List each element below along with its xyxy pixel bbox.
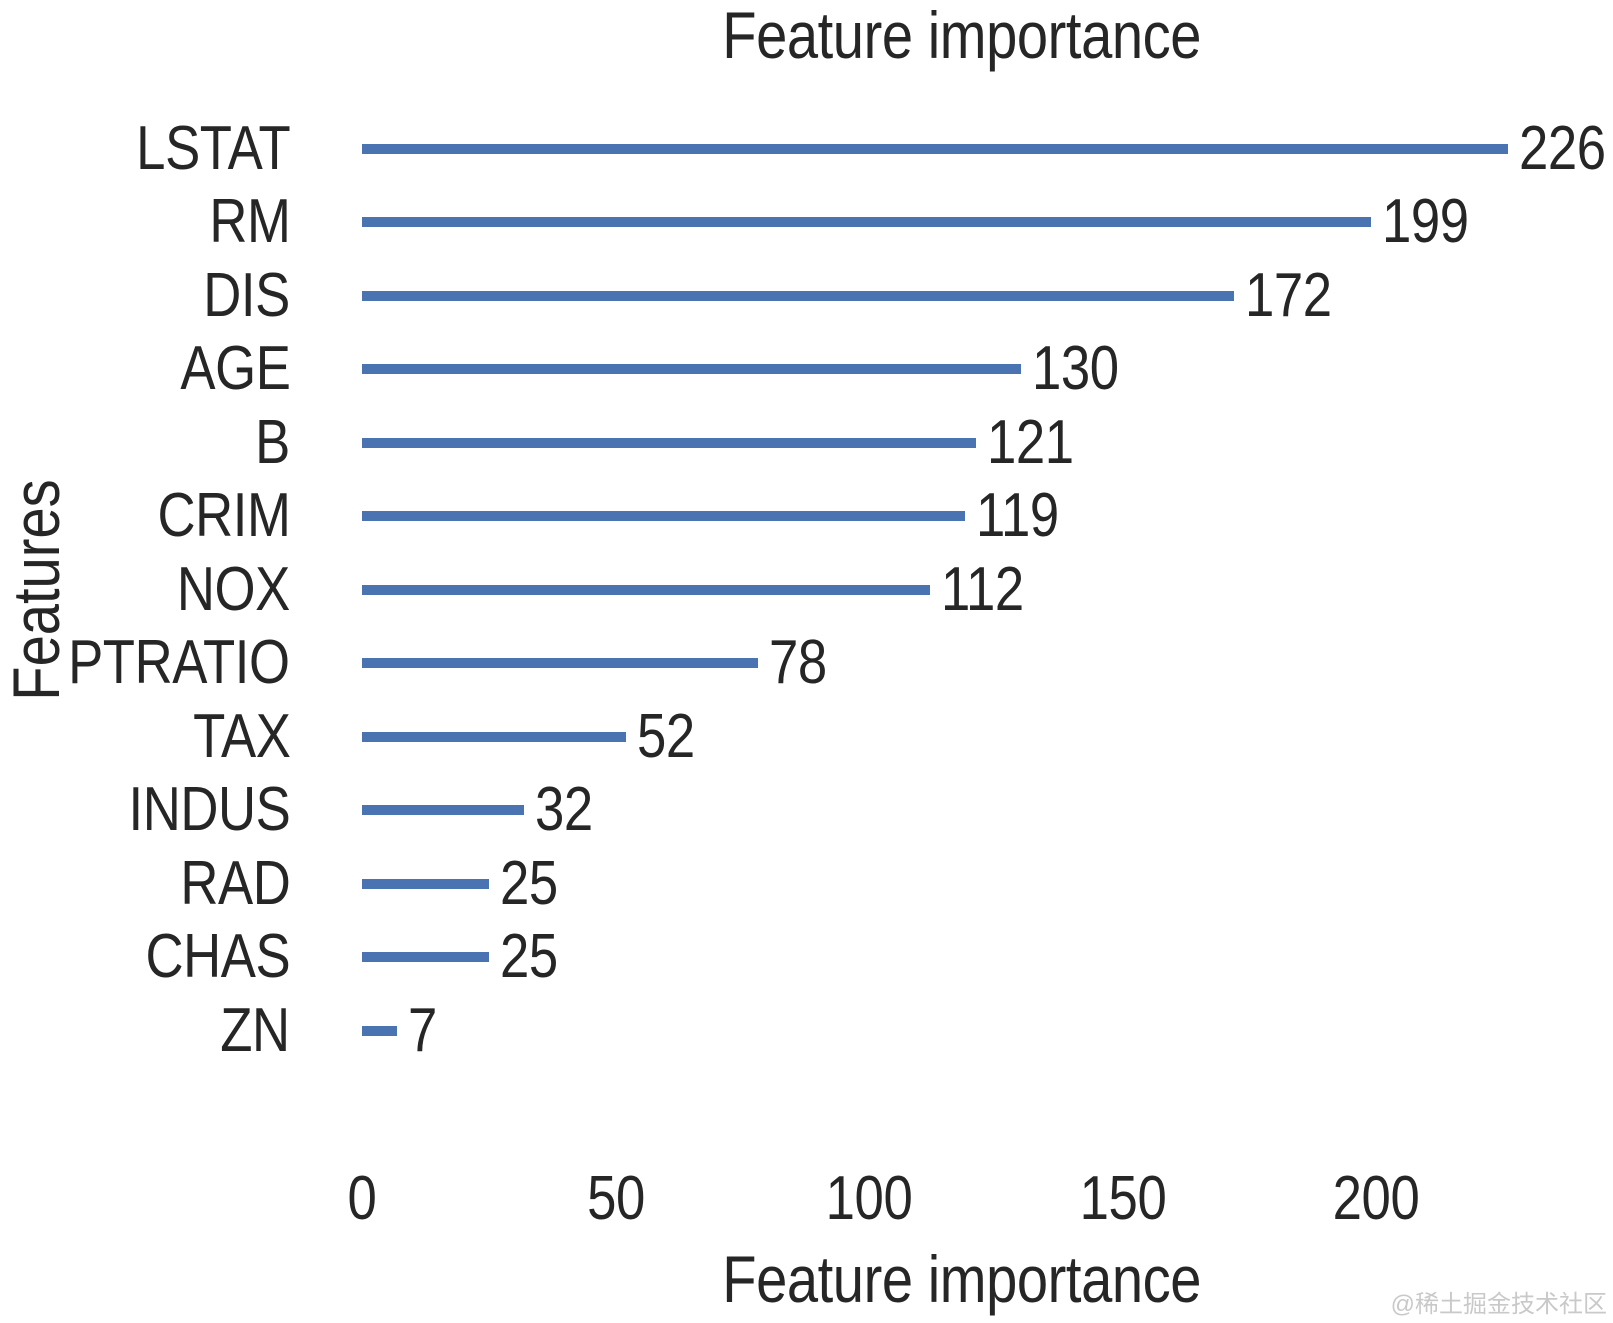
bar-row: RM 199 [0,186,1613,260]
value-label-text: 25 [499,922,558,992]
category-label-text: AGE [179,334,290,404]
value-label: 32 [535,779,603,841]
bar [362,584,930,595]
x-tick-label-text: 100 [825,1164,913,1233]
value-label: 112 [940,554,1038,624]
category-label: RM [0,187,291,257]
value-label: 172 [1245,260,1347,330]
value-label: 199 [1382,191,1484,253]
value-label: 119 [976,485,1073,547]
category-label-text: INDUS [128,775,290,845]
bar-row: TAX 52 [0,700,1613,774]
value-label: 78 [769,632,837,694]
x-tick-label: 0 [345,1168,379,1230]
value-label-text: 172 [1245,260,1332,330]
bar-row: B 121 [0,406,1613,480]
x-tick-label: 100 [818,1168,920,1230]
value-label-text: 121 [986,407,1074,477]
value-label-text: 112 [940,554,1024,624]
category-label-text: B [255,407,290,477]
value-label-text: 199 [1382,187,1469,257]
value-label: 7 [408,995,442,1065]
bar [362,511,966,522]
category-label: RAD [0,848,290,918]
x-axis-label-text: Feature importance [722,1242,1202,1316]
x-tick-label-text: 0 [347,1164,377,1233]
category-label: TAX [0,701,291,771]
bar-row: NOX 112 [0,553,1613,627]
value-label-text: 52 [636,701,695,771]
category-label-text: RM [208,187,291,257]
bar [362,952,489,963]
value-label-text: 7 [408,995,438,1065]
category-label: ZN [0,995,291,1065]
category-label: DIS [0,260,290,330]
bar-row: RAD 25 [0,847,1613,921]
value-label: 52 [636,701,705,771]
value-label: 226 [1519,113,1613,183]
value-label: 121 [986,407,1089,477]
category-label-text: PTRATIO [68,628,291,698]
category-label-text: LSTAT [135,113,290,183]
category-label-text: RAD [180,848,290,918]
category-label-text: NOX [177,554,290,624]
category-label: B [0,407,290,477]
bar [362,805,525,816]
value-label-text: 25 [499,848,558,918]
category-label: LSTAT [0,113,290,183]
category-label-text: TAX [192,701,291,771]
category-label: INDUS [0,779,290,841]
value-label: 130 [1032,338,1134,400]
bar-row: CHAS 25 [0,921,1613,995]
bar-row: INDUS 32 [0,774,1613,848]
value-label-text: 226 [1519,113,1606,183]
bar [362,731,626,742]
bar [362,364,1022,375]
value-label: 25 [499,848,568,918]
bar-row: LSTAT 226 [0,112,1613,186]
chart-title: Feature importance [362,2,1562,68]
value-label-text: 32 [535,775,594,845]
x-tick-label: 200 [1325,1168,1427,1230]
bar-row: AGE 130 [0,333,1613,407]
category-label-text: DIS [203,260,290,330]
watermark: @稀土掘金技术社区 [1390,1291,1607,1318]
x-tick-label: 150 [1072,1168,1174,1230]
x-axis-label: Feature importance [362,1246,1562,1312]
category-label: CRIM [0,485,290,547]
bar [362,217,1372,228]
category-label: PTRATIO [0,628,291,698]
category-label: NOX [0,554,290,624]
bar [362,878,489,889]
category-label-text: CRIM [157,481,290,551]
category-label-text: ZN [220,995,291,1065]
bar [362,290,1235,301]
bar-row: CRIM 119 [0,480,1613,554]
category-label: CHAS [0,926,290,988]
category-label: AGE [0,338,290,400]
value-label-text: 78 [768,628,827,698]
value-label-text: 130 [1032,334,1119,404]
x-tick-label-text: 50 [586,1164,645,1233]
value-label: 25 [500,926,568,988]
bar-row: DIS 172 [0,259,1613,333]
x-tick-label-text: 150 [1079,1164,1166,1233]
x-axis-ticks: 0 50 100 150 200 [348,1168,1613,1234]
value-label-text: 119 [976,481,1060,551]
bar-rows: LSTAT 226 RM 199 DIS 172 AGE 130 B 121 CRIM 119 NOX 1… [0,112,1613,1068]
chart-title-text: Feature importance [722,0,1202,72]
bar-row: ZN 7 [0,994,1613,1068]
x-tick-label-text: 200 [1332,1164,1420,1233]
bar-row: PTRATIO 78 [0,627,1613,701]
x-tick-label: 50 [582,1168,650,1230]
category-label-text: CHAS [145,922,290,992]
bar [362,143,1509,154]
bar [362,1025,398,1036]
bar [362,658,758,669]
bar [362,437,976,448]
